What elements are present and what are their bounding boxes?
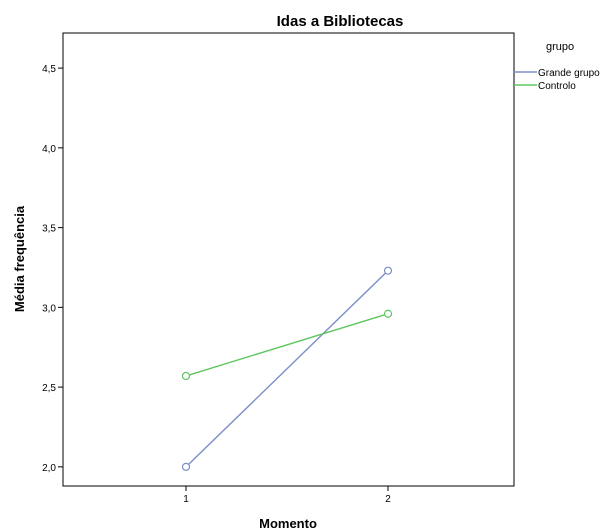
legend: grupo Grande grupo Controlo xyxy=(514,41,600,92)
y-tick-label: 3,5 xyxy=(42,224,56,235)
y-axis-ticks: 2,0 2,5 3,0 3,5 4,0 4,5 xyxy=(42,64,63,474)
y-axis-label: Média frequência xyxy=(12,205,27,312)
x-axis-label: Momento xyxy=(259,516,317,531)
legend-entry: Grande grupo xyxy=(538,68,600,79)
series-line xyxy=(185,313,389,377)
series-1 xyxy=(181,309,393,381)
data-point xyxy=(383,309,393,318)
series-0 xyxy=(181,266,393,471)
y-tick-label: 3,0 xyxy=(42,303,56,314)
legend-items: Grande grupo Controlo xyxy=(514,68,600,92)
y-tick-label: 2,0 xyxy=(42,463,56,474)
legend-entry: Controlo xyxy=(538,81,576,92)
plot-area-frame xyxy=(62,32,515,487)
y-tick-label: 4,5 xyxy=(42,64,56,75)
data-point xyxy=(181,462,191,471)
chart-title: Idas a Bibliotecas xyxy=(277,13,404,30)
data-point xyxy=(383,266,393,275)
series-layer xyxy=(181,266,393,471)
y-tick-label: 2,5 xyxy=(42,383,56,394)
legend-title: grupo xyxy=(546,41,574,53)
series-line xyxy=(185,270,389,468)
data-point xyxy=(181,371,191,381)
y-tick-label: 4,0 xyxy=(42,144,56,155)
x-tick-label: 1 xyxy=(183,494,189,505)
x-tick-label: 2 xyxy=(385,494,391,505)
